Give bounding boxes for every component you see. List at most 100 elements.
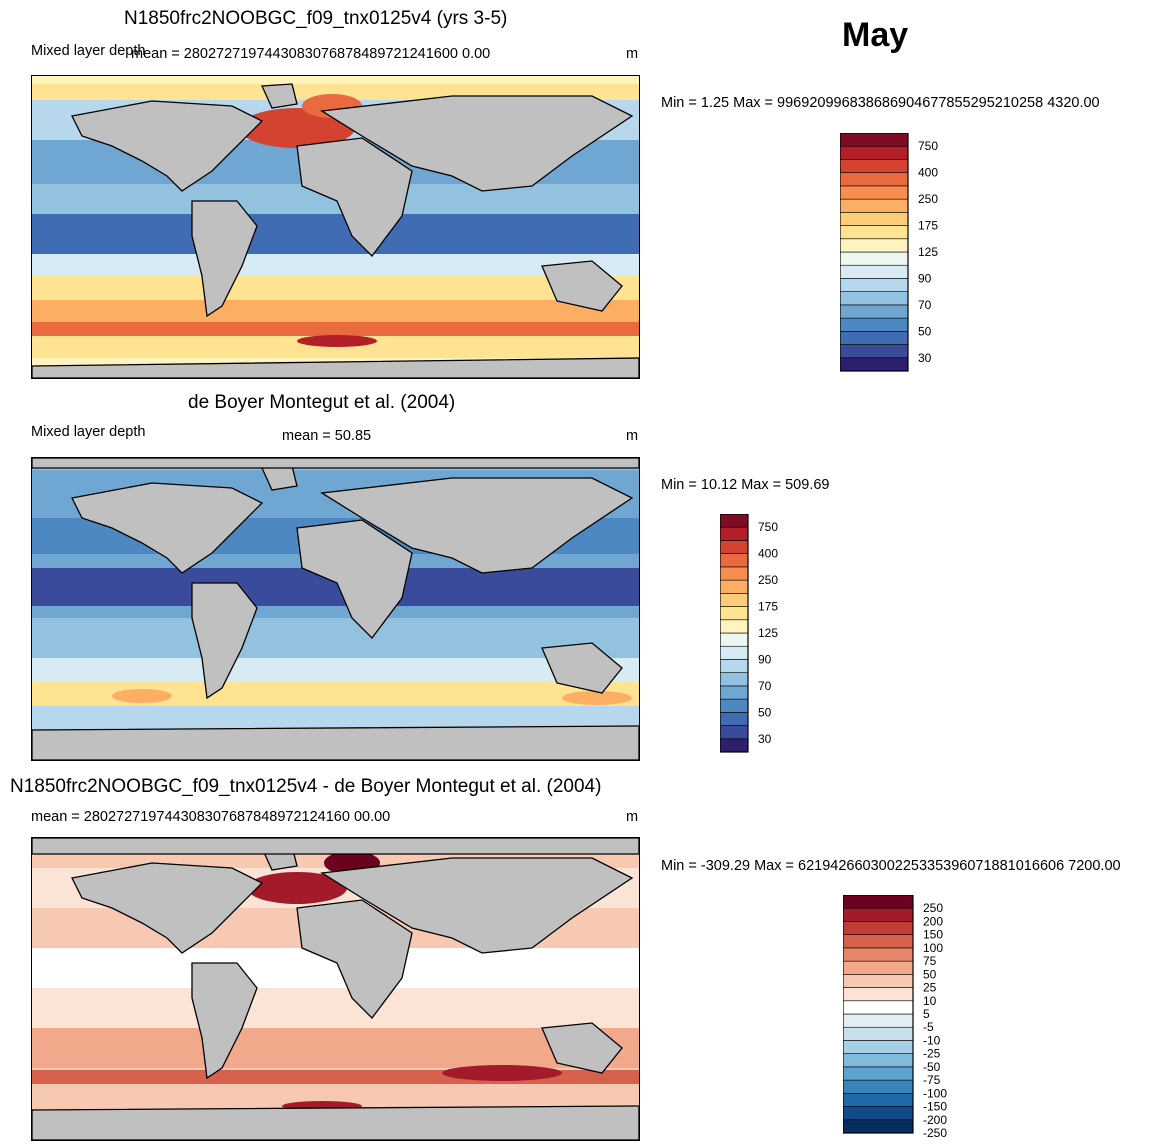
map-land: [32, 458, 639, 760]
panel2-colorbar-svg: 7504002501751259070503010: [719, 513, 778, 772]
colorbar-cell: [719, 712, 749, 726]
panel2-mean: mean = 50.85: [282, 428, 372, 444]
map-band: [32, 276, 639, 300]
colorbar-cell: [719, 540, 749, 554]
colorbar-cell: [842, 1093, 914, 1107]
panel1-map-svg: [32, 76, 639, 378]
colorbar-cell: [842, 1040, 914, 1054]
colorbar-cell: [842, 974, 914, 988]
panel3-colorbar: 250 200 150 100 75 50 25 10 5 -5 -10 -25 -50 -75 -100-…: [842, 894, 963, 1142]
colorbar-tick-label: 250: [923, 901, 943, 915]
colorbar-tick-label: 250: [758, 573, 778, 587]
panel3-map: [31, 837, 640, 1141]
colorbar-tick-label: 5: [923, 1007, 930, 1021]
colorbar-cell: [842, 1013, 914, 1028]
colorbar-tick-label: 50: [918, 324, 932, 338]
map-band: [32, 322, 639, 336]
panel1-colorbar: 7504002501751259070503010: [839, 132, 960, 391]
panel3-map-svg: [32, 838, 639, 1140]
colorbar-cell: [842, 1066, 914, 1081]
colorbar-cell: [839, 291, 909, 306]
map-band: [32, 214, 639, 254]
colorbar-cell: [719, 738, 749, 753]
colorbar-tick-label: 50: [758, 705, 772, 719]
colorbar-cell: [839, 225, 909, 240]
panel2-units: m: [626, 428, 639, 444]
colorbar-cell: [842, 934, 914, 949]
colorbar-cell: [719, 685, 749, 700]
colorbar-cell: [839, 159, 909, 173]
colorbar-cell: [719, 632, 749, 647]
colorbar-tick-label: 750: [918, 139, 938, 153]
panel1-mean: mean = 280272719744308307687848972124160…: [131, 46, 491, 62]
colorbar-cell: [719, 566, 749, 581]
panel1-minmax: Min = 1.25 Max = 99692099683868690467785…: [661, 95, 1100, 111]
colorbar-cell: [842, 907, 914, 922]
colorbar-cell: [842, 1079, 914, 1094]
map-hotspot: [239, 108, 355, 148]
colorbar-cell: [839, 264, 909, 279]
colorbar-cell: [839, 304, 909, 319]
colorbar-tick-label: -150: [923, 1100, 947, 1114]
colorbar-tick-label: 175: [758, 600, 778, 614]
colorbar-cell: [842, 960, 914, 975]
colorbar-cell: [839, 251, 909, 266]
colorbar-tick-label: 400: [918, 166, 938, 180]
colorbar-tick-label: -250: [923, 1126, 947, 1137]
colorbar-cell: [719, 513, 749, 528]
colorbar-tick-label: -200: [923, 1113, 947, 1127]
panel2-map-svg: [32, 458, 639, 760]
colorbar-tick-label: 90: [918, 271, 932, 285]
colorbar-cell: [842, 1106, 914, 1121]
map-hotspot: [247, 872, 347, 904]
colorbar-cell: [719, 526, 749, 541]
map-hotspot: [112, 689, 172, 703]
colorbar-tick-label: 150: [923, 928, 943, 942]
colorbar-cell: [842, 1026, 914, 1041]
map-band: [32, 988, 639, 1028]
colorbar-tick-label: -25: [923, 1047, 941, 1061]
colorbar-tick-label: 200: [923, 914, 943, 928]
panel1-map: [31, 75, 640, 379]
colorbar-cell: [839, 357, 909, 372]
colorbar-tick-label: -5: [923, 1020, 934, 1034]
colorbar-tick-label: 100: [923, 941, 943, 955]
panel3-title: N1850frc2NOOBGC_f09_tnx0125v4 - de Boyer…: [10, 776, 602, 797]
panel1-colorbar-svg: 7504002501751259070503010: [839, 132, 938, 391]
colorbar-tick-label: 70: [758, 679, 772, 693]
colorbar-tick-label: 30: [918, 351, 932, 365]
colorbar-cell: [719, 553, 749, 568]
colorbar-cell: [839, 145, 909, 160]
colorbar-cell: [839, 198, 909, 213]
colorbar-cell: [842, 921, 914, 935]
colorbar-tick-label: 90: [758, 652, 772, 666]
panel1-title: N1850frc2NOOBGC_f09_tnx0125v4 (yrs 3-5): [124, 8, 508, 29]
panel3-minmax: Min = -309.29 Max = 62194266030022533539…: [661, 858, 1121, 874]
colorbar-tick-label: -50: [923, 1060, 941, 1074]
colorbar-cell: [839, 132, 909, 147]
map-band: [32, 254, 639, 276]
panel3-colorbar-svg: 250200150100755025105-5-10-25-50-75-100-…: [842, 894, 947, 1140]
map-hotspot: [562, 691, 632, 705]
colorbar-cell: [839, 185, 909, 200]
panel2-title: de Boyer Montegut et al. (2004): [188, 392, 456, 413]
colorbar-cell: [719, 725, 749, 740]
panel2-map: [31, 457, 640, 761]
panel3-units: m: [626, 809, 639, 825]
colorbar-cell: [839, 172, 909, 187]
colorbar-tick-label: 125: [918, 245, 938, 259]
map-band: [32, 706, 639, 730]
colorbar-tick-label: 30: [758, 732, 772, 746]
colorbar-cell: [842, 947, 914, 962]
colorbar-cell: [842, 1053, 914, 1068]
month-label: May: [842, 16, 909, 54]
map-land: [32, 838, 639, 1140]
colorbar-cell: [719, 619, 749, 634]
colorbar-tick-label: 400: [758, 547, 778, 561]
colorbar-cell: [719, 606, 749, 621]
map-band: [32, 300, 639, 322]
colorbar-cell: [839, 331, 909, 345]
colorbar-tick-label: 125: [758, 626, 778, 640]
colorbar-cell: [719, 593, 749, 607]
colorbar-cell: [839, 212, 909, 226]
